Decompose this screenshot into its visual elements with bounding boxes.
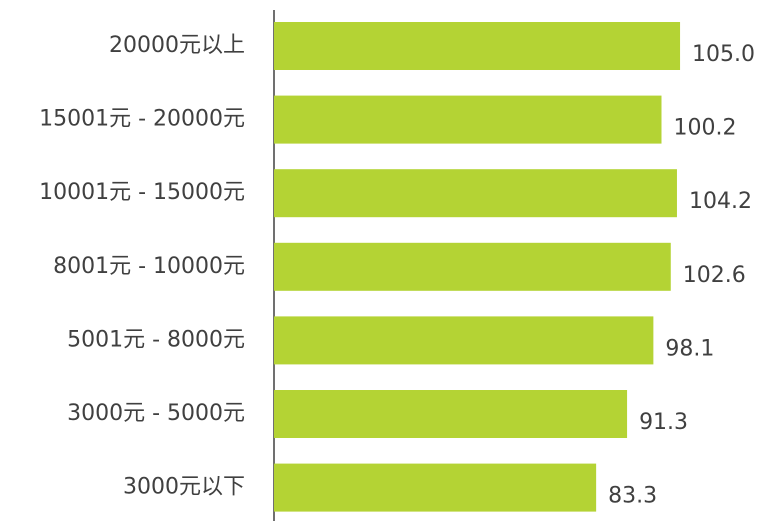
category-label: 3000元以下 [123, 475, 245, 500]
bar [274, 242, 671, 291]
value-label: 104.2 [689, 189, 752, 214]
category-label: 10001元 - 15000元 [39, 180, 245, 205]
bar [274, 390, 628, 438]
value-label: 83.3 [608, 484, 657, 509]
category-label: 5001元 - 8000元 [67, 327, 245, 352]
value-label: 102.6 [683, 263, 746, 288]
value-label: 105.0 [692, 42, 755, 67]
bar [274, 169, 677, 218]
category-label: 8001元 - 10000元 [53, 254, 245, 279]
category-label: 20000元以上 [109, 33, 245, 58]
value-label: 100.2 [673, 116, 736, 141]
value-label: 91.3 [639, 410, 688, 435]
category-label: 3000元 - 5000元 [67, 401, 245, 426]
value-label: 98.1 [665, 336, 714, 361]
bar [274, 22, 681, 70]
bar [274, 463, 597, 512]
category-label: 15001元 - 20000元 [39, 107, 245, 132]
bar [274, 95, 662, 144]
bar [274, 316, 654, 365]
